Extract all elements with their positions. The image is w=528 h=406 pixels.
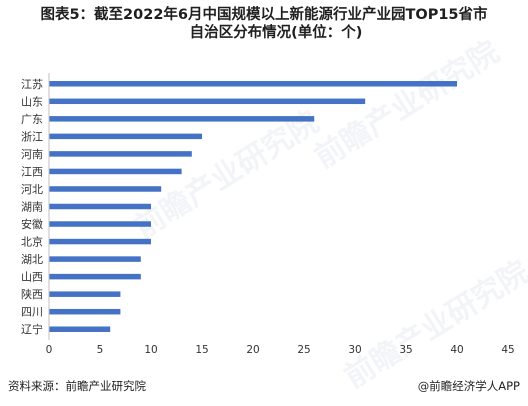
- bar-山东: [49, 98, 366, 105]
- bar-安徽: [49, 221, 151, 227]
- x-tick-label: 25: [297, 344, 310, 356]
- y-tick-label: 安徽: [21, 217, 43, 231]
- x-tick-label: 45: [501, 344, 514, 356]
- y-tick-label: 江西: [21, 165, 43, 178]
- bar-河南: [49, 151, 192, 157]
- y-tick-label: 山东: [21, 95, 43, 108]
- y-tick-label: 河南: [21, 148, 43, 161]
- bar-山西: [49, 273, 141, 280]
- y-tick-label: 江苏: [21, 78, 43, 91]
- y-tick-label: 北京: [21, 235, 43, 249]
- bar-辽宁: [49, 326, 111, 332]
- bar-广东: [49, 116, 315, 122]
- y-tick-label: 四川: [21, 306, 43, 319]
- x-tick-label: 40: [450, 344, 463, 356]
- x-tick-label: 10: [144, 344, 157, 356]
- y-tick-label: 浙江: [21, 130, 43, 143]
- bar-四川: [49, 308, 121, 315]
- bar-河北: [49, 186, 162, 192]
- chart-title-line1: 图表5：截至2022年6月中国规模以上新能源行业产业园TOP15省市: [40, 7, 488, 23]
- y-tick-label: 陕西: [21, 287, 43, 301]
- chart-title: 图表5：截至2022年6月中国规模以上新能源行业产业园TOP15省市 自治区分布…: [0, 6, 528, 42]
- bar-湖南: [49, 203, 151, 210]
- y-tick-label: 湖北: [21, 253, 43, 266]
- x-tick-label: 0: [46, 344, 53, 356]
- x-tick-label: 5: [97, 344, 104, 356]
- y-tick-label: 湖南: [21, 201, 43, 214]
- x-tick-label: 35: [399, 344, 412, 356]
- bar-江苏: [49, 81, 457, 87]
- brand-label: @前瞻经济学人APP: [417, 379, 520, 393]
- bar-北京: [49, 238, 151, 245]
- y-tick-label: 广东: [21, 113, 43, 126]
- x-tick-label: 30: [348, 344, 361, 356]
- bar-湖北: [49, 256, 141, 262]
- x-tick-label: 15: [195, 344, 208, 356]
- bar-浙江: [49, 133, 202, 140]
- bar-江西: [49, 168, 182, 175]
- y-tick-label: 山西: [21, 271, 43, 284]
- y-tick-label: 辽宁: [21, 322, 43, 336]
- x-tick-label: 20: [246, 344, 259, 356]
- y-tick-label: 河北: [21, 183, 43, 196]
- source-note: 资料来源：前瞻产业研究院: [8, 379, 146, 393]
- chart-title-line2: 自治区分布情况(单位：个): [189, 25, 363, 41]
- bar-陕西: [49, 291, 121, 297]
